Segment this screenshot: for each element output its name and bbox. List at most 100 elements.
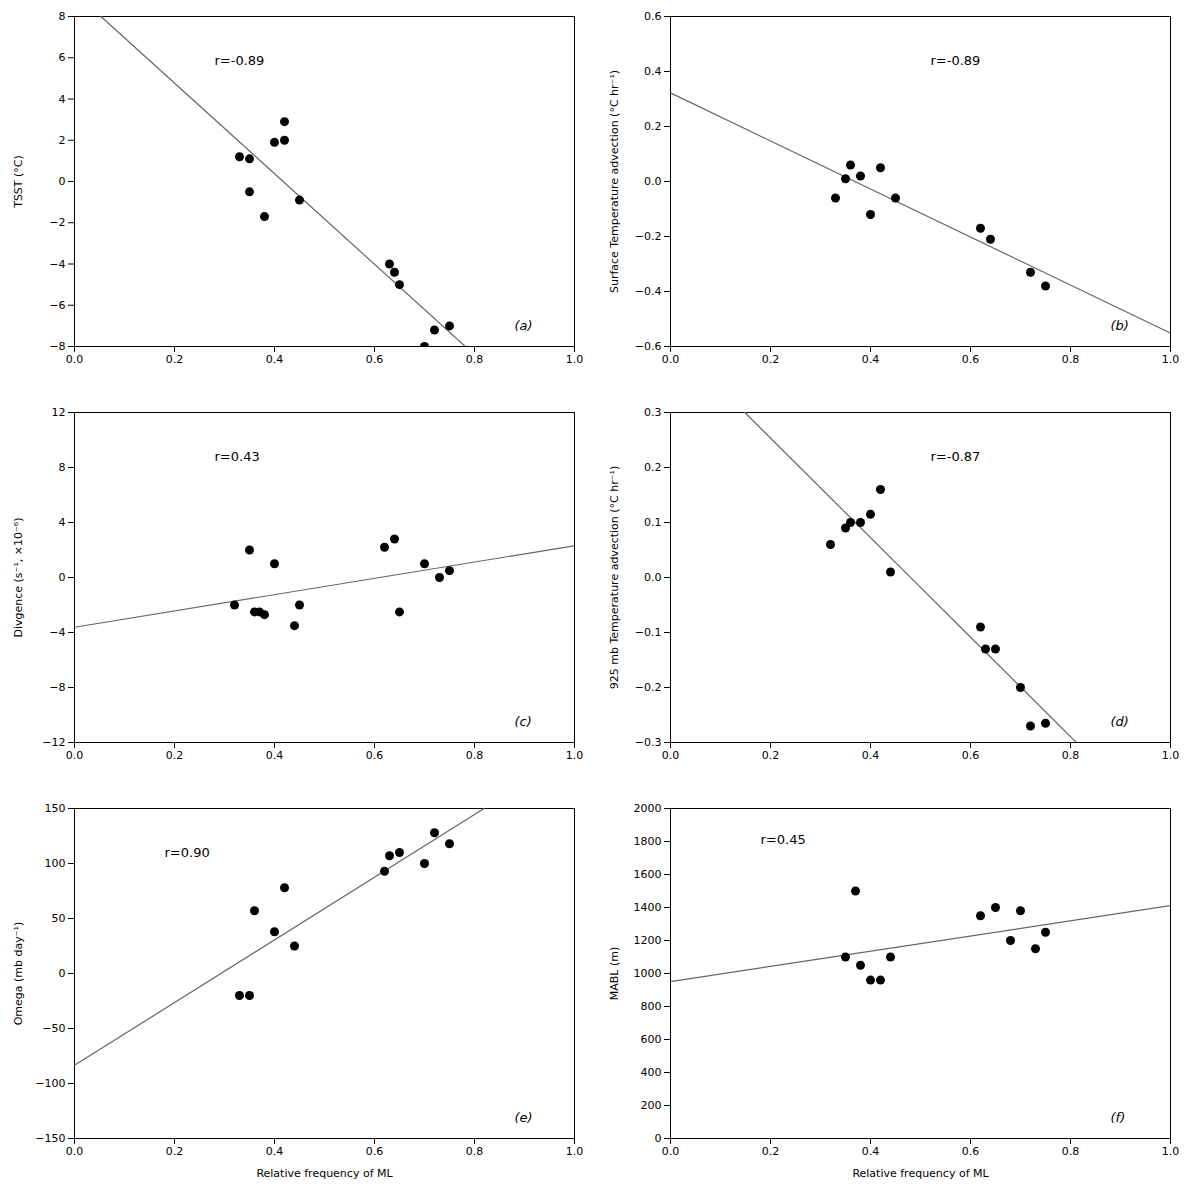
svg-text:0.2: 0.2 bbox=[762, 1145, 780, 1158]
svg-text:−4: −4 bbox=[49, 258, 65, 271]
svg-text:0.6: 0.6 bbox=[962, 353, 980, 366]
svg-text:4: 4 bbox=[59, 516, 66, 529]
svg-text:0.3: 0.3 bbox=[644, 406, 662, 419]
svg-text:0.8: 0.8 bbox=[1062, 749, 1080, 762]
svg-text:Relative frequency of ML: Relative frequency of ML bbox=[852, 1167, 989, 1180]
svg-text:1600: 1600 bbox=[634, 868, 662, 881]
svg-text:0.4: 0.4 bbox=[862, 353, 880, 366]
svg-text:r=-0.87: r=-0.87 bbox=[931, 449, 981, 464]
svg-text:−2: −2 bbox=[49, 216, 65, 229]
svg-text:100: 100 bbox=[45, 857, 66, 870]
svg-text:0.1: 0.1 bbox=[644, 516, 662, 529]
svg-text:1200: 1200 bbox=[634, 934, 662, 947]
svg-text:1.0: 1.0 bbox=[1162, 1145, 1180, 1158]
svg-text:r=0.90: r=0.90 bbox=[165, 845, 210, 860]
svg-text:1400: 1400 bbox=[634, 901, 662, 914]
svg-text:0.0: 0.0 bbox=[644, 175, 662, 188]
svg-text:0.6: 0.6 bbox=[962, 749, 980, 762]
svg-text:(c): (c) bbox=[515, 714, 532, 729]
svg-text:0.4: 0.4 bbox=[266, 353, 284, 366]
svg-text:0.2: 0.2 bbox=[644, 461, 662, 474]
svg-text:0.8: 0.8 bbox=[1062, 1145, 1080, 1158]
svg-text:0.0: 0.0 bbox=[662, 749, 680, 762]
svg-text:Omega (mb day⁻¹): Omega (mb day⁻¹) bbox=[12, 922, 25, 1026]
svg-text:MABL (m): MABL (m) bbox=[608, 947, 621, 1001]
svg-text:600: 600 bbox=[641, 1033, 662, 1046]
svg-text:150: 150 bbox=[45, 802, 66, 815]
svg-text:r=-0.89: r=-0.89 bbox=[931, 53, 981, 68]
svg-text:r=-0.89: r=-0.89 bbox=[215, 53, 265, 68]
svg-text:0.6: 0.6 bbox=[962, 1145, 980, 1158]
svg-text:−8: −8 bbox=[49, 340, 65, 353]
svg-text:−6: −6 bbox=[49, 299, 65, 312]
svg-text:0.0: 0.0 bbox=[662, 1145, 680, 1158]
svg-text:−4: −4 bbox=[49, 626, 65, 639]
svg-text:0.0: 0.0 bbox=[66, 353, 84, 366]
svg-text:1800: 1800 bbox=[634, 835, 662, 848]
svg-text:0.2: 0.2 bbox=[762, 353, 780, 366]
svg-text:0.0: 0.0 bbox=[662, 353, 680, 366]
svg-text:12: 12 bbox=[52, 406, 66, 419]
svg-text:0.6: 0.6 bbox=[644, 10, 662, 23]
svg-text:0.2: 0.2 bbox=[166, 749, 184, 762]
svg-text:Relative frequency of ML: Relative frequency of ML bbox=[256, 1167, 393, 1180]
svg-text:2: 2 bbox=[59, 134, 66, 147]
svg-text:0.4: 0.4 bbox=[644, 65, 662, 78]
svg-text:0.4: 0.4 bbox=[862, 1145, 880, 1158]
svg-text:0.8: 0.8 bbox=[466, 1145, 484, 1158]
svg-text:(b): (b) bbox=[1111, 318, 1129, 333]
svg-text:0.2: 0.2 bbox=[166, 1145, 184, 1158]
svg-text:(a): (a) bbox=[515, 318, 533, 333]
svg-text:200: 200 bbox=[641, 1099, 662, 1112]
svg-text:0.6: 0.6 bbox=[366, 353, 384, 366]
svg-text:2000: 2000 bbox=[634, 802, 662, 815]
svg-text:(e): (e) bbox=[515, 1110, 533, 1125]
svg-text:0.4: 0.4 bbox=[266, 749, 284, 762]
svg-text:−100: −100 bbox=[35, 1077, 65, 1090]
svg-text:−12: −12 bbox=[42, 736, 65, 749]
svg-text:−0.3: −0.3 bbox=[635, 736, 662, 749]
svg-text:1.0: 1.0 bbox=[566, 749, 584, 762]
svg-text:0.0: 0.0 bbox=[644, 571, 662, 584]
svg-text:Divgence (s⁻¹, ×10⁻⁶): Divgence (s⁻¹, ×10⁻⁶) bbox=[12, 517, 25, 637]
svg-text:TSST (°C): TSST (°C) bbox=[12, 155, 25, 209]
svg-text:0.4: 0.4 bbox=[266, 1145, 284, 1158]
svg-text:(f): (f) bbox=[1111, 1110, 1126, 1125]
svg-text:1.0: 1.0 bbox=[566, 353, 584, 366]
svg-text:0.2: 0.2 bbox=[644, 120, 662, 133]
svg-text:1.0: 1.0 bbox=[566, 1145, 584, 1158]
svg-text:50: 50 bbox=[52, 912, 66, 925]
svg-text:−0.2: −0.2 bbox=[635, 230, 662, 243]
svg-text:4: 4 bbox=[59, 93, 66, 106]
svg-text:0.2: 0.2 bbox=[762, 749, 780, 762]
svg-text:0.6: 0.6 bbox=[366, 1145, 384, 1158]
svg-text:0: 0 bbox=[655, 1132, 662, 1145]
svg-text:−0.4: −0.4 bbox=[635, 285, 662, 298]
svg-text:0.0: 0.0 bbox=[66, 1145, 84, 1158]
svg-text:r=0.45: r=0.45 bbox=[761, 832, 806, 847]
svg-text:6: 6 bbox=[59, 51, 66, 64]
svg-text:−8: −8 bbox=[49, 681, 65, 694]
svg-text:−0.6: −0.6 bbox=[635, 340, 662, 353]
svg-text:1.0: 1.0 bbox=[1162, 353, 1180, 366]
svg-text:1.0: 1.0 bbox=[1162, 749, 1180, 762]
svg-text:925 mb Temperature advection (: 925 mb Temperature advection (°C hr⁻¹) bbox=[608, 466, 621, 689]
svg-text:0.8: 0.8 bbox=[466, 353, 484, 366]
svg-text:r=0.43: r=0.43 bbox=[215, 449, 260, 464]
svg-text:−50: −50 bbox=[42, 1022, 65, 1035]
svg-text:(d): (d) bbox=[1111, 714, 1129, 729]
svg-text:800: 800 bbox=[641, 1000, 662, 1013]
svg-text:0.6: 0.6 bbox=[366, 749, 384, 762]
svg-text:0.2: 0.2 bbox=[166, 353, 184, 366]
svg-text:−0.2: −0.2 bbox=[635, 681, 662, 694]
svg-text:0.4: 0.4 bbox=[862, 749, 880, 762]
svg-text:Surface Temperature advection: Surface Temperature advection (°C hr⁻¹) bbox=[608, 70, 621, 293]
svg-text:0: 0 bbox=[59, 571, 66, 584]
svg-text:400: 400 bbox=[641, 1066, 662, 1079]
svg-text:0.0: 0.0 bbox=[66, 749, 84, 762]
svg-text:0: 0 bbox=[59, 175, 66, 188]
svg-text:0.8: 0.8 bbox=[1062, 353, 1080, 366]
svg-text:1000: 1000 bbox=[634, 967, 662, 980]
svg-text:8: 8 bbox=[59, 10, 66, 23]
svg-text:−0.1: −0.1 bbox=[635, 626, 662, 639]
